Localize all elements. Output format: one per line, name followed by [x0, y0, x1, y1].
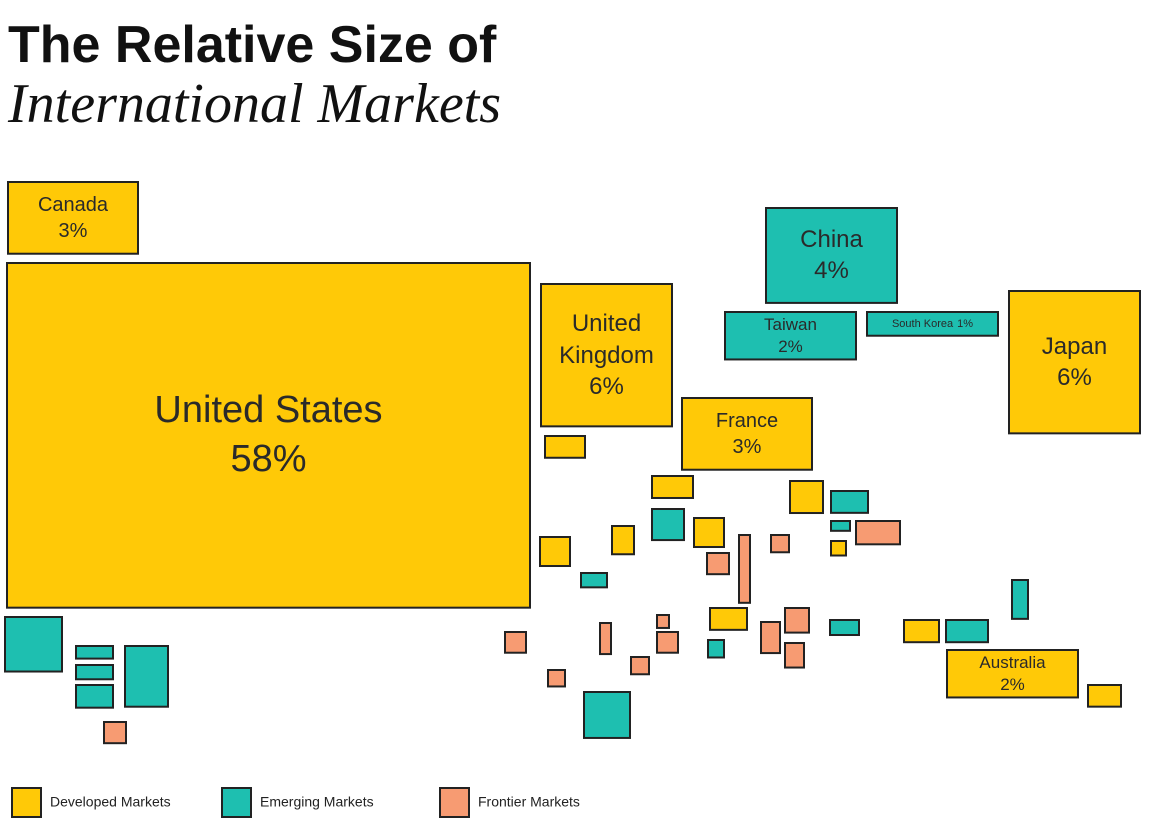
market-share: 1% — [957, 317, 974, 330]
chart-title: International Markets — [7, 73, 501, 135]
market-share: 4% — [814, 257, 849, 285]
market-name: Japan — [1041, 332, 1108, 360]
market-box — [945, 619, 989, 644]
market-name: United Kingdom — [559, 310, 654, 369]
legend-swatch — [439, 787, 470, 818]
market-name: United States — [154, 388, 383, 431]
market-box — [789, 480, 824, 515]
market-box — [784, 642, 805, 669]
market-box — [539, 536, 571, 568]
market-name: Australia — [979, 652, 1046, 672]
market-share: 6% — [1057, 364, 1092, 392]
market-box — [765, 207, 898, 304]
market-box — [830, 490, 869, 514]
market-box — [724, 311, 857, 361]
market-label: Taiwan 2% — [725, 312, 856, 359]
market-box — [4, 616, 63, 673]
legend-label: Developed Markets — [50, 794, 171, 810]
market-share: 58% — [230, 438, 307, 481]
market-box — [656, 614, 670, 629]
market-box — [583, 691, 631, 739]
market-share: 2% — [1000, 674, 1025, 694]
market-box — [7, 181, 139, 255]
market-name: Taiwan — [764, 314, 817, 334]
market-share: 6% — [589, 372, 624, 400]
legend-swatch — [11, 787, 42, 818]
market-label: France 3% — [682, 398, 812, 470]
market-box — [946, 649, 1079, 699]
market-name: France — [715, 409, 779, 432]
market-box — [738, 534, 751, 604]
legend-swatch — [221, 787, 252, 818]
market-box — [651, 508, 685, 542]
market-box — [6, 262, 531, 609]
market-label: Australia 2% — [947, 650, 1078, 697]
market-label: Japan 6% — [1009, 291, 1140, 433]
market-box — [504, 631, 527, 654]
market-box — [103, 721, 127, 745]
market-label: United States 58% — [7, 263, 530, 608]
market-box — [544, 435, 586, 459]
market-share: 2% — [778, 336, 803, 356]
market-label: United Kingdom 6% — [541, 284, 672, 426]
market-box — [630, 656, 650, 676]
market-name: South Korea — [891, 317, 954, 330]
market-box — [693, 517, 725, 549]
market-box — [709, 607, 748, 631]
market-box — [124, 645, 169, 708]
market-share: 3% — [732, 435, 762, 458]
market-box — [1011, 579, 1029, 620]
market-box — [770, 534, 790, 554]
market-label: China 4% — [766, 208, 897, 303]
market-box — [829, 619, 860, 637]
market-name: China — [800, 226, 863, 254]
market-box — [830, 540, 847, 557]
market-box — [599, 622, 612, 656]
market-label: Canada 3% — [8, 182, 138, 254]
market-box — [75, 664, 114, 681]
market-box — [611, 525, 635, 556]
market-box — [830, 520, 851, 532]
market-label: South Korea 1% — [867, 312, 998, 336]
market-box — [656, 631, 679, 654]
market-box — [681, 397, 813, 471]
market-box — [855, 520, 901, 546]
market-box — [75, 645, 114, 660]
market-name: Canada — [37, 193, 109, 216]
market-box — [866, 311, 999, 337]
market-share: 3% — [58, 219, 88, 242]
market-box — [707, 639, 725, 659]
legend-label: Emerging Markets — [260, 794, 374, 810]
legend-label: Frontier Markets — [478, 794, 580, 810]
market-box — [903, 619, 940, 644]
market-box — [75, 684, 114, 709]
market-box — [540, 283, 673, 428]
market-box — [784, 607, 810, 634]
market-box — [760, 621, 781, 655]
market-box — [547, 669, 566, 688]
market-box — [580, 572, 608, 589]
market-box — [651, 475, 694, 499]
market-box — [1008, 290, 1141, 435]
market-box — [1087, 684, 1122, 708]
chart-title: The Relative Size of — [8, 16, 497, 74]
market-box — [706, 552, 730, 576]
